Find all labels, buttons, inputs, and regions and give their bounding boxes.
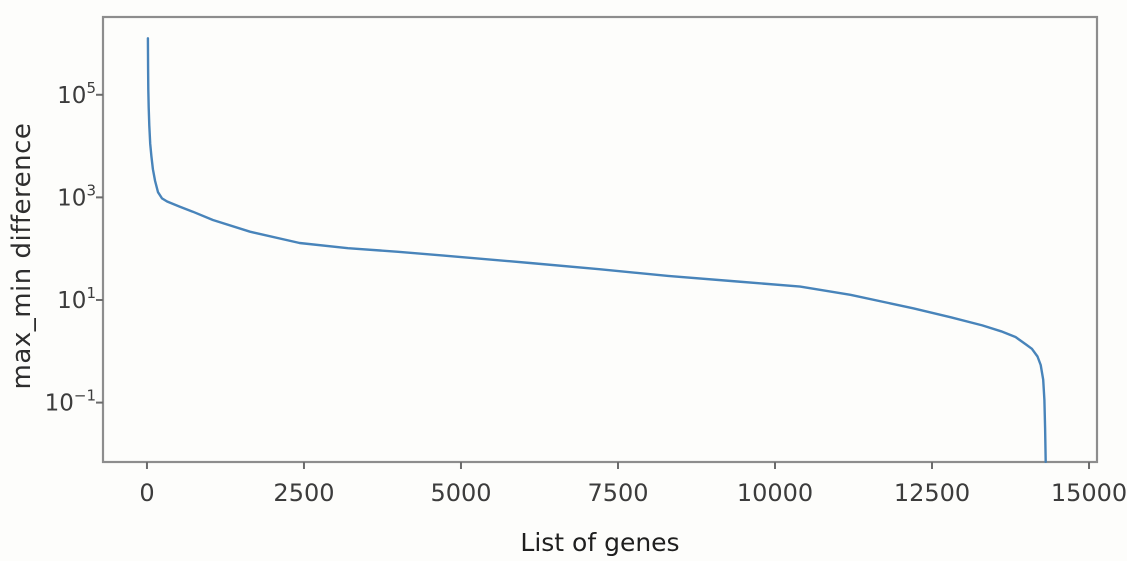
plot-spines [101,15,1099,464]
x-tick-label: 0 [139,479,154,507]
x-tick-label: 2500 [273,479,334,507]
x-tick-label: 10000 [737,479,813,507]
x-tick-label: 15000 [1051,479,1127,507]
y-tick-label: 10−1 [45,387,96,417]
y-tick-label: 101 [57,284,96,314]
y-axis-label: max_min difference [7,122,37,390]
x-tick-label: 7500 [587,479,648,507]
y-tick-label: 105 [57,79,96,109]
data-line [146,37,1047,463]
y-tick-label: 103 [57,181,96,211]
x-axis-label: List of genes [520,528,680,557]
x-tick-label: 12500 [894,479,970,507]
x-tick-label: 5000 [430,479,491,507]
